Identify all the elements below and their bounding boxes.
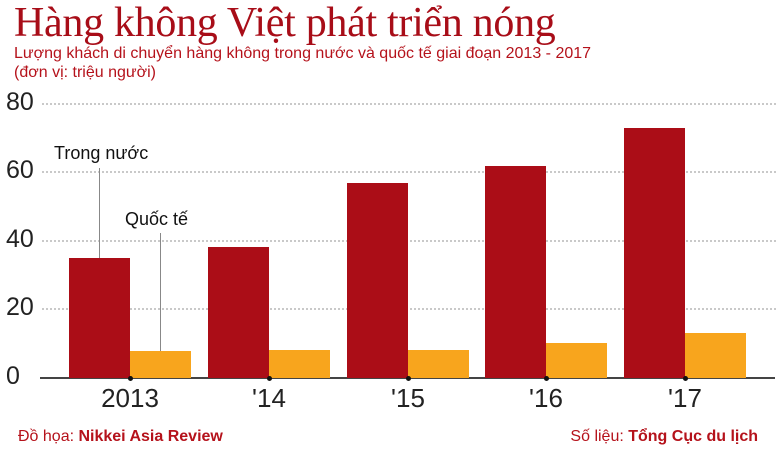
x-tick-label: '14 [252, 383, 286, 413]
x-tick-dot [406, 376, 411, 381]
leader-line-domestic [99, 168, 100, 258]
chart-title: Hàng không Việt phát triển nóng [14, 0, 556, 46]
footer-source: Số liệu: Tổng Cục du lịch [570, 428, 758, 446]
gridline [42, 239, 776, 242]
bar-international [269, 349, 330, 378]
chart-unit: (đơn vị: triệu người) [14, 64, 156, 81]
y-tick-label: 80 [6, 87, 34, 116]
bar-domestic [624, 127, 685, 378]
gridline [42, 171, 776, 174]
y-tick-label: 60 [6, 156, 34, 185]
bar-domestic [347, 182, 408, 378]
x-tick-dot [683, 376, 688, 381]
x-tick-label: '17 [668, 383, 702, 413]
gridline [42, 308, 776, 311]
leader-line-international [160, 233, 161, 351]
x-tick-label: '15 [391, 383, 425, 413]
x-tick-label: 2013 [101, 383, 159, 413]
bar-international [130, 350, 191, 378]
bar-international [408, 349, 469, 378]
annotation-domestic: Trong nước [54, 143, 149, 163]
credit-label: Đồ họa: [18, 428, 79, 445]
source-value: Tổng Cục du lịch [628, 428, 758, 445]
footer-credit: Đồ họa: Nikkei Asia Review [18, 428, 223, 446]
y-tick-label: 0 [6, 362, 20, 390]
gridline [42, 102, 776, 105]
bar-international [546, 343, 607, 378]
x-tick-dot [267, 376, 272, 381]
x-tick-label: '16 [529, 383, 563, 413]
x-tick-dot [544, 376, 549, 381]
bar-domestic [208, 246, 269, 378]
bar-domestic [69, 257, 130, 378]
bar-domestic [485, 166, 546, 378]
bar-international [685, 333, 746, 378]
y-tick-label: 20 [6, 293, 34, 322]
y-tick-label: 40 [6, 224, 34, 253]
annotation-international: Quốc tế [125, 209, 189, 229]
source-label: Số liệu: [570, 428, 629, 445]
x-tick-dot [128, 376, 133, 381]
credit-value: Nikkei Asia Review [78, 428, 223, 445]
chart-subtitle: Lượng khách di chuyển hàng không trong n… [14, 45, 592, 62]
